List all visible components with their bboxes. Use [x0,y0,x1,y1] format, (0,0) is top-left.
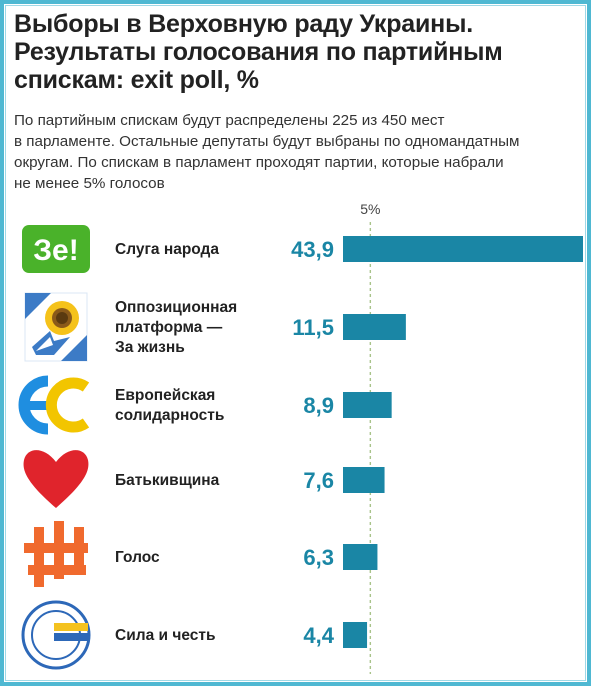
bar [343,622,368,648]
data-label: 6,3 [303,545,334,570]
category-label-line: Голос [115,549,160,566]
data-label: 4,4 [303,623,334,648]
category-label-line: платформа — [115,319,223,336]
reference-line-label: 5% [360,201,380,217]
eurosolidarity-icon [18,375,90,435]
bar [343,544,378,570]
data-label: 8,9 [303,393,334,418]
title-line: Результаты голосования по партийным [14,38,503,66]
category-label-holos: Голос [115,549,160,566]
category-label-line: Батькивщина [115,472,220,489]
bar [343,314,406,340]
title-line: спискам: exit poll, % [14,66,259,94]
data-label: 43,9 [291,237,334,262]
category-label-eurosolidarity: Европейская солидарность [115,387,224,424]
holos-icon [24,521,88,587]
category-label-line: солидарность [115,407,224,424]
category-label-line: Оппозиционная [115,299,237,316]
title-line: Выборы в Верховную раду Украины. [14,10,473,38]
category-label-line: Слуга народа [115,241,219,258]
subtitle-line: округам. По спискам в парламент проходят… [14,154,504,171]
subtitle-line: не менее 5% голосов [14,175,165,192]
subtitle-line: в парламенте. Остальные депутаты будут в… [14,133,520,150]
sunflower-dove-icon [24,292,88,362]
chart-title: Выборы в Верховную раду Украины. Результ… [14,10,584,94]
category-label-syla-i-chest: Сила и честь [115,627,216,644]
chart-subtitle: По партийным спискам будут распределены … [14,110,584,194]
ze-logo-icon: Зе! [22,225,90,273]
category-label-batkivshchyna: Батькивщина [115,472,220,489]
ze-logo-text: Зе! [33,234,78,267]
bar [343,467,385,493]
category-label-line: Сила и честь [115,627,216,644]
category-label-opzzh: Оппозиционная платформа — За жизнь [115,299,237,356]
bar-chart: 5% Зе! [18,201,583,674]
syla-i-chest-icon [21,600,91,670]
category-label-line: Европейская [115,387,215,404]
category-label-sluga-naroda: Слуга народа [115,241,219,258]
bar [343,236,583,262]
category-label-line: За жизнь [115,339,185,356]
data-label: 11,5 [292,315,334,340]
bar [343,392,392,418]
heart-icon [23,450,89,508]
data-label: 7,6 [303,468,334,493]
subtitle-line: По партийным спискам будут распределены … [14,112,445,129]
